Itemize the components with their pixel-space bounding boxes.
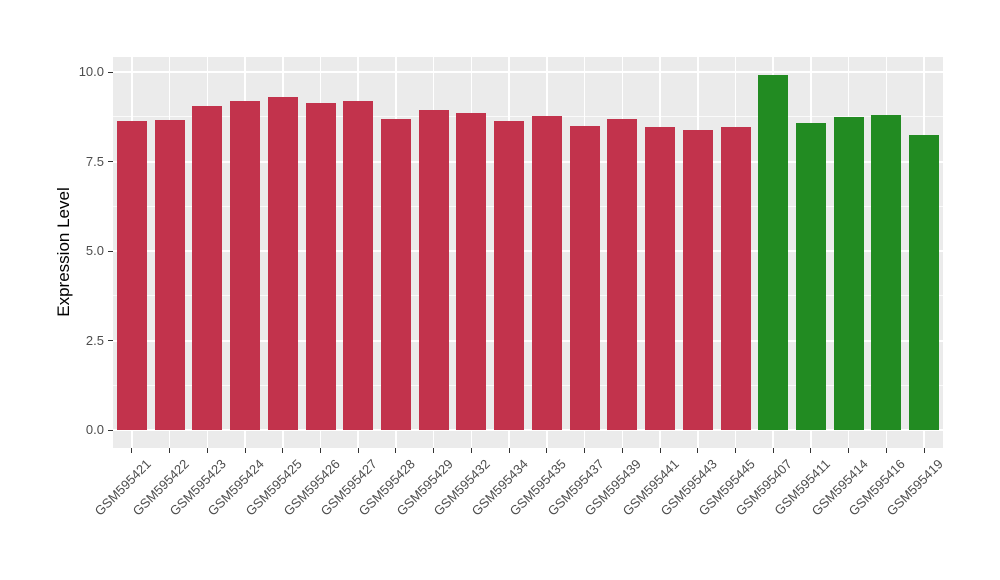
- bar-GSM595435: [531, 115, 562, 430]
- bar-GSM595425: [267, 96, 298, 430]
- x-tick-mark: [735, 448, 736, 453]
- bar-GSM595429: [418, 110, 449, 430]
- bar-GSM595427: [343, 100, 374, 430]
- bar-GSM595432: [456, 112, 487, 430]
- y-tick-mark: [108, 161, 113, 162]
- x-tick-mark: [923, 448, 925, 453]
- gridline-major-y: [113, 250, 943, 252]
- gridline-minor-y: [113, 295, 943, 297]
- x-tick-mark: [621, 448, 623, 453]
- x-tick-mark: [395, 448, 397, 453]
- x-tick-mark: [772, 448, 774, 453]
- y-tick-label: 0.0: [85, 422, 104, 437]
- y-tick-label: 7.5: [85, 153, 104, 169]
- x-tick-mark: [546, 448, 548, 453]
- gridline-minor-y: [113, 384, 943, 386]
- y-tick-label: 5.0: [85, 243, 104, 258]
- x-tick-mark: [697, 448, 699, 453]
- y-tick-mark: [108, 71, 113, 73]
- x-tick-mark: [169, 448, 171, 453]
- gridline-major-y: [113, 71, 943, 73]
- bar-GSM595407: [758, 74, 789, 430]
- x-tick-mark: [244, 448, 246, 453]
- x-tick-mark: [659, 448, 661, 453]
- bar-GSM595426: [305, 102, 336, 430]
- gridline-major-y: [113, 339, 943, 342]
- x-tick-mark: [206, 448, 208, 453]
- x-tick-mark: [848, 448, 850, 453]
- x-tick-mark: [810, 448, 812, 453]
- x-tick-mark: [320, 448, 321, 453]
- bar-GSM595445: [720, 127, 751, 430]
- gridline-minor-y: [113, 116, 943, 118]
- y-tick-label: 2.5: [85, 332, 104, 348]
- x-tick-mark: [584, 448, 586, 453]
- bar-GSM595423: [192, 106, 223, 430]
- gridline-major-y: [113, 429, 943, 431]
- gridline-major-y: [113, 160, 943, 163]
- y-tick-mark: [108, 340, 113, 341]
- bar-GSM595437: [569, 126, 600, 430]
- bar-GSM595422: [154, 120, 185, 430]
- bar-GSM595424: [230, 100, 261, 430]
- x-tick-mark: [433, 448, 435, 453]
- bar-GSM595428: [380, 118, 411, 430]
- x-tick-mark: [131, 448, 133, 453]
- bar-GSM595419: [909, 135, 940, 430]
- bar-GSM595439: [607, 118, 638, 430]
- x-tick-mark: [885, 448, 887, 453]
- bar-GSM595421: [116, 121, 147, 430]
- bar-GSM595443: [682, 130, 713, 430]
- bar-GSM595434: [494, 120, 525, 430]
- y-tick-mark: [108, 429, 113, 431]
- x-tick-mark: [282, 448, 284, 453]
- y-tick-label: 10.0: [78, 64, 104, 79]
- bar-GSM595441: [645, 127, 676, 430]
- bar-GSM595416: [871, 115, 902, 430]
- bar-GSM595411: [795, 122, 826, 430]
- x-tick-mark: [508, 448, 510, 453]
- x-tick-mark: [357, 448, 359, 453]
- gridline-minor-y: [113, 205, 943, 207]
- y-tick-mark: [108, 250, 113, 252]
- bar-GSM595414: [833, 117, 864, 430]
- x-tick-mark: [470, 448, 472, 453]
